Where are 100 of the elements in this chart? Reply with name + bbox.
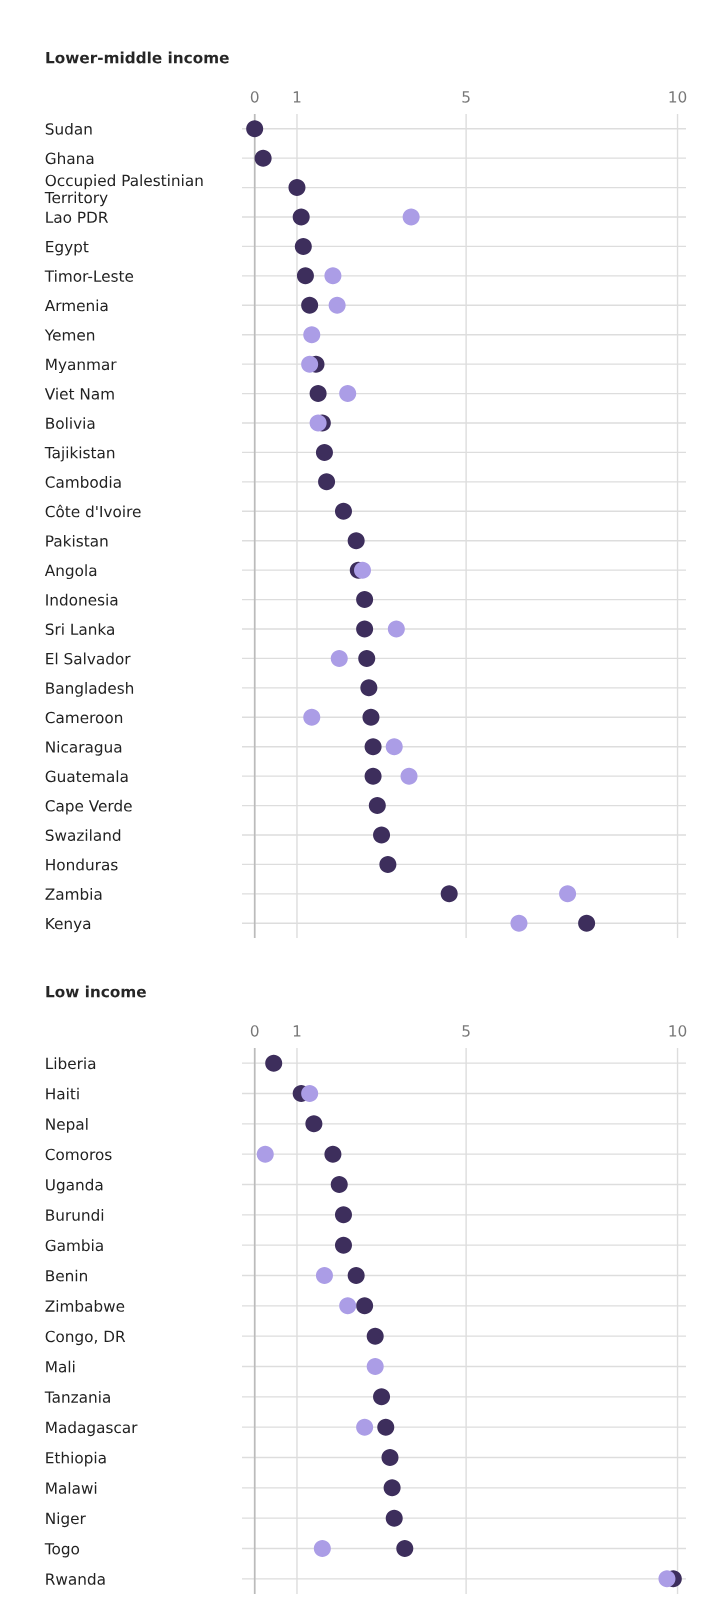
point — [328, 296, 346, 314]
point — [324, 1145, 342, 1163]
y-tick-label: Niger — [46, 1512, 86, 1528]
x-tick-label: 5 — [462, 1025, 470, 1037]
y-tick-label: Sudan — [45, 122, 92, 135]
point — [358, 649, 376, 667]
point — [334, 1236, 352, 1254]
y-tick-label: Armenia — [44, 299, 108, 312]
text: Low income — [46, 985, 146, 998]
point — [356, 620, 374, 638]
point — [315, 443, 333, 461]
point — [364, 767, 382, 785]
point — [305, 1115, 323, 1133]
y-tick-label: Yemen — [44, 329, 95, 341]
y-tick-label: Cambodia — [45, 476, 121, 488]
point — [288, 179, 306, 197]
y-tick-label: Madagascar — [46, 1421, 138, 1437]
point — [658, 1570, 676, 1588]
point — [246, 120, 264, 138]
y-tick-label: El Salvador — [46, 652, 131, 665]
y-tick-label: Zambia — [45, 888, 102, 900]
point — [301, 1084, 319, 1103]
point — [377, 1418, 395, 1436]
y-tick-label: Myanmar — [46, 358, 117, 374]
point — [294, 237, 312, 255]
x-tick-label: 0 — [250, 91, 259, 103]
y-tick-label: Tanzania — [44, 1391, 110, 1403]
y-tick-label: Honduras — [46, 858, 118, 871]
point — [347, 1266, 365, 1285]
point — [364, 738, 382, 756]
point — [301, 296, 319, 314]
x-tick-label: 1 — [293, 1025, 301, 1037]
point — [383, 1479, 401, 1497]
point — [559, 885, 577, 903]
point — [309, 414, 327, 432]
y-tick-label: Egypt — [46, 241, 89, 256]
point — [373, 1388, 391, 1406]
point — [303, 708, 321, 726]
point — [334, 1206, 352, 1224]
point — [362, 708, 380, 726]
point — [347, 532, 365, 550]
y-tick-label: Swaziland — [45, 829, 121, 842]
point — [354, 561, 372, 579]
y-tick-label: Nicaragua — [46, 740, 122, 756]
point — [379, 855, 397, 873]
y-tick-label: Benin — [46, 1269, 87, 1282]
point — [313, 1539, 331, 1558]
y-tick-label: Angola — [44, 564, 97, 580]
point — [356, 1297, 374, 1315]
y-tick-label: Congo, DR — [45, 1330, 126, 1346]
y-tick-label: Malawi — [46, 1482, 97, 1494]
y-tick-label: Mali — [46, 1360, 75, 1373]
y-tick-label: Cape Verde — [45, 799, 132, 815]
y-tick-label: Guatemala — [45, 770, 128, 783]
point — [334, 502, 352, 520]
y-tick-label: Gambia — [45, 1239, 103, 1252]
x-tick-label: 5 — [462, 91, 470, 103]
y-tick-label: Timor-Leste — [44, 270, 134, 282]
point — [373, 826, 391, 844]
point — [366, 1357, 384, 1376]
chart-title: Lower-middle income — [46, 51, 229, 64]
point — [366, 1327, 384, 1345]
point — [385, 1509, 403, 1527]
y-tick-label: Occupied Palestinian Territory — [44, 174, 203, 207]
point — [339, 385, 357, 403]
y-tick-label: Kenya — [46, 917, 91, 933]
point — [510, 914, 528, 932]
point — [339, 1297, 357, 1315]
y-tick-label: Comoros — [45, 1148, 112, 1161]
y-tick-label: Côte d'Ivoire — [45, 504, 141, 518]
point — [396, 1539, 414, 1558]
point — [265, 1054, 283, 1072]
y-tick-label: Haiti — [46, 1087, 79, 1100]
y-tick-label: Bangladesh — [46, 682, 134, 697]
point — [387, 620, 405, 638]
y-tick-label: Tajikistan — [44, 446, 115, 462]
y-tick-label: Cameroon — [45, 711, 123, 724]
point — [400, 767, 418, 785]
point — [301, 355, 319, 373]
point — [309, 385, 327, 403]
y-tick-label: Togo — [44, 1543, 80, 1558]
y-tick-label: Zimbabwe — [45, 1300, 125, 1312]
y-tick-label: Rwanda — [46, 1573, 105, 1585]
point — [440, 885, 458, 903]
point — [402, 208, 420, 226]
y-tick-label: Ghana — [45, 152, 94, 165]
y-tick-label: Indonesia — [46, 593, 118, 606]
x-tick-label: 1 — [293, 91, 301, 103]
y-tick-label: Lao PDR — [46, 211, 109, 224]
point — [315, 1266, 333, 1285]
y-tick-label: Sri Lanka — [45, 623, 114, 636]
y-tick-label: Bolivia — [46, 417, 95, 430]
y-tick-label: Viet Nam — [44, 387, 114, 400]
y-tick-label: Liberia — [46, 1057, 96, 1070]
point — [368, 797, 386, 815]
x-tick-label: 10 — [669, 1025, 687, 1037]
y-tick-label: Ethiopia — [46, 1451, 106, 1467]
point — [381, 1448, 399, 1467]
point — [254, 149, 272, 167]
point — [256, 1145, 274, 1163]
